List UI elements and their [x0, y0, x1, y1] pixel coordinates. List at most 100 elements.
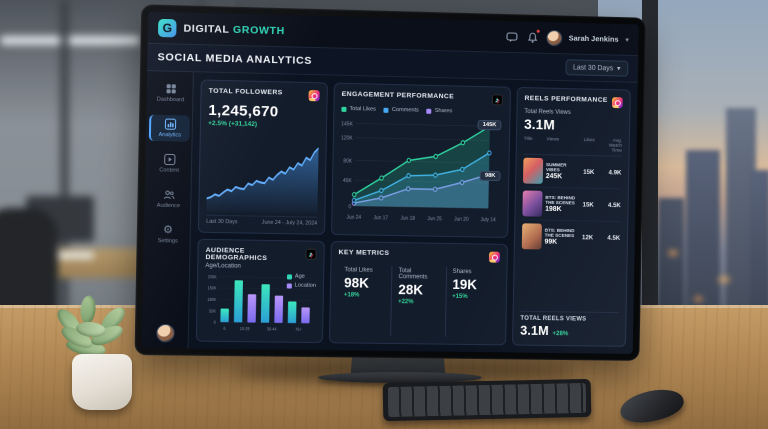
svg-text:July 14: July 14: [480, 217, 495, 224]
notification-badge: [535, 28, 541, 34]
gear-icon: ⚙: [162, 224, 174, 237]
sidebar-item-label: Content: [159, 167, 179, 174]
legend-item-location[interactable]: Location: [286, 282, 317, 289]
reel-row[interactable]: SUMMER VIBES 245K 15K 4.9K: [522, 154, 622, 190]
svg-text:Jun 20: Jun 20: [454, 216, 469, 223]
metric-change: +15%: [452, 293, 468, 301]
plant-leaf: [79, 294, 97, 325]
metric-label: Shares: [452, 268, 472, 276]
reel-watch-time: 4.5K: [607, 234, 621, 242]
data-label-likes-peak: 145K: [477, 119, 502, 131]
reels-total-footer: TOTAL REELS VIEWS 3.1M +28%: [520, 310, 619, 339]
followers-area-chart: [206, 130, 319, 214]
sidebar-item-label: Audience: [156, 202, 181, 210]
reels-footer-value: 3.1M: [520, 322, 549, 338]
sidebar-item-audience[interactable]: Audience: [147, 185, 188, 212]
city-light: [718, 276, 730, 283]
city-blur-layer: [598, 0, 768, 322]
legend-label: Comments: [391, 106, 419, 114]
legend-item-comments[interactable]: Comments: [383, 106, 419, 114]
brand-primary: DIGITAL: [183, 22, 230, 36]
city-building: [750, 170, 768, 322]
svg-text:30-44: 30-44: [267, 326, 278, 331]
followers-footer-dates: June 24 - July 24, 2024: [261, 219, 318, 227]
monitor-bezel: G DIGITAL GROWTH Sarah Jenkins: [134, 4, 646, 361]
card-title: REELS PERFORMANCE: [524, 95, 608, 104]
legend-swatch: [286, 273, 292, 279]
city-light: [668, 250, 678, 256]
reel-watch-time: 4.5K: [607, 201, 621, 209]
instagram-icon: [611, 97, 623, 109]
date-range-dropdown[interactable]: Last 30 Days ▾: [565, 59, 629, 77]
legend-label: Shares: [434, 107, 453, 115]
city-light: [694, 296, 703, 302]
legend-label: Age: [294, 273, 305, 280]
sidebar-user-avatar[interactable]: [155, 323, 175, 343]
svg-text:Jun 18: Jun 18: [400, 215, 415, 222]
brand-accent: GROWTH: [232, 23, 285, 37]
legend-label: Location: [294, 282, 317, 289]
reels-table-header: Title Views Likes Avg. Watch Time: [523, 136, 623, 157]
chevron-down-icon: ▾: [616, 65, 621, 73]
topbar-spacer: [292, 31, 498, 36]
svg-text:6: 6: [223, 326, 226, 331]
sidebar-item-dashboard[interactable]: Dashboard: [149, 79, 190, 106]
reel-thumbnail[interactable]: [522, 157, 544, 184]
column-header: Avg. Watch Time: [608, 138, 623, 154]
metric-value: 19K: [452, 276, 478, 293]
ceiling-light: [0, 36, 140, 45]
succulent-plant: [46, 292, 156, 417]
svg-text:80K: 80K: [343, 158, 352, 165]
audience-people-icon: [162, 189, 174, 201]
reel-title: BTS: BEHIND THE SCENES: [544, 227, 575, 239]
legend-swatch: [383, 107, 389, 113]
reel-title: BTS: BEHIND THE SCENES: [545, 194, 576, 206]
sidebar-item-analytics[interactable]: Analytics: [148, 114, 190, 142]
city-building: [658, 198, 684, 322]
legend-item-shares[interactable]: Shares: [426, 107, 453, 115]
legend-swatch: [426, 108, 432, 114]
sidebar-item-settings[interactable]: ⚙ Settings: [146, 221, 187, 248]
reels-total-views: 3.1M: [523, 115, 555, 133]
user-name[interactable]: Sarah Jenkins: [568, 33, 619, 44]
metric-total-comments: Total Comments 28K +22%: [390, 265, 446, 337]
messages-icon[interactable]: [505, 29, 519, 43]
reel-views: 245K: [545, 173, 563, 181]
glass-partition-frame: [60, 0, 69, 330]
keyboard-keys: [387, 382, 587, 418]
chevron-down-icon[interactable]: ▾: [625, 36, 629, 44]
svg-text:120K: 120K: [341, 135, 353, 142]
metric-shares: Shares 19K +15%: [444, 266, 500, 338]
reel-thumbnail[interactable]: [522, 190, 543, 217]
followers-value: 1,245,670: [208, 101, 279, 121]
reel-thumbnail[interactable]: [521, 223, 542, 250]
reel-row[interactable]: BTS: BEHIND THE SCENES 99K 12K 4.5K: [521, 220, 621, 253]
audience-demographics-card: AUDIENCE DEMOGRAPHICS ♪ Age/Location Age…: [195, 238, 325, 344]
svg-text:50K: 50K: [209, 308, 216, 313]
reel-likes: 15K: [582, 201, 594, 209]
notifications-bell-icon[interactable]: [525, 28, 541, 44]
reels-footer-change: +28%: [552, 330, 569, 338]
window-frame: [642, 0, 658, 322]
data-label-comments-peak: 98K: [479, 170, 501, 182]
dashboard-screen: G DIGITAL GROWTH Sarah Jenkins: [141, 11, 639, 354]
legend-item-total-likes[interactable]: Total Likes: [341, 106, 376, 113]
legend-item-age[interactable]: Age: [286, 273, 316, 280]
metric-label: Total Comments: [398, 268, 428, 281]
column-header: Title: [523, 136, 533, 142]
metric-value: 98K: [343, 275, 370, 291]
reel-views: 198K: [545, 206, 562, 214]
engagement-line-chart: 0 45K 80K 120K 145K Jun 24 Jun 17 Jun 18 Jun 25 J…: [339, 114, 502, 230]
sidebar-item-content[interactable]: Content: [148, 150, 189, 177]
legend-swatch: [286, 282, 292, 289]
reel-row[interactable]: BTS: BEHIND THE SCENES 198K 15K 4.5K: [522, 187, 622, 223]
svg-text:0: 0: [348, 204, 351, 211]
reels-performance-card: REELS PERFORMANCE Total Reels Views 3.1M…: [512, 86, 631, 347]
svg-text:Jun 17: Jun 17: [373, 215, 388, 222]
metric-total-likes: Total Likes 98K +18%: [337, 265, 392, 336]
sidebar-item-label: Analytics: [158, 131, 182, 139]
user-avatar[interactable]: [545, 29, 562, 46]
brand-logo-icon[interactable]: G: [157, 18, 177, 37]
svg-text:75+: 75+: [295, 327, 302, 332]
